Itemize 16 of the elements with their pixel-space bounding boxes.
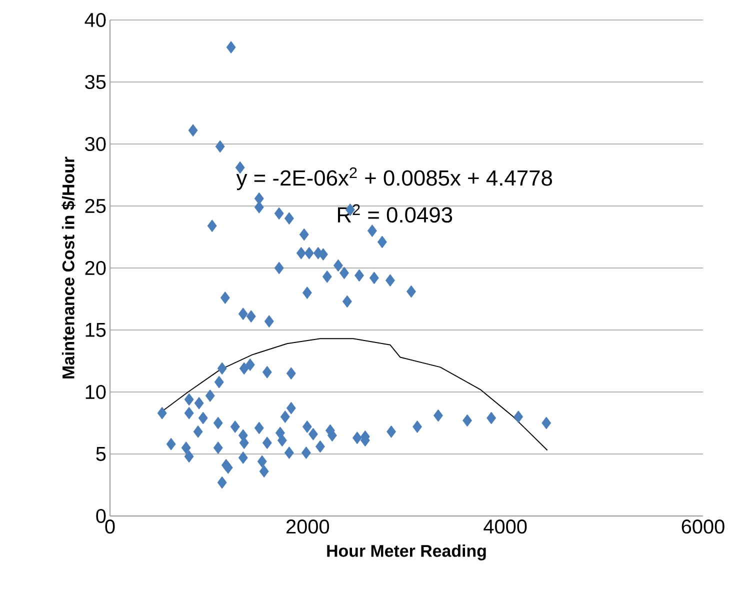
y-tick-label: 15: [86, 323, 106, 337]
x-axis-title: Hour Meter Reading: [327, 544, 486, 560]
x-tick-label: 4000: [484, 520, 527, 534]
x-tick-label: 0: [105, 520, 115, 534]
x-tick-label: 6000: [682, 520, 724, 534]
y-tick-label: 0: [96, 508, 106, 524]
y-tick-label: 35: [85, 74, 106, 90]
y-tick-label: 30: [85, 136, 106, 152]
y-axis-title: Maintenance Cost in $/Hour: [62, 156, 76, 378]
y-tick-label: 25: [85, 198, 106, 214]
y-tick-label: 40: [84, 12, 106, 28]
annotation: y = -2E-06x$^{2}$ + 0.0085x + 4.4778: [236, 167, 552, 190]
x-tick-label: 2000: [286, 520, 330, 534]
y-tick-label: 20: [85, 260, 106, 276]
y-tick-label: 5: [96, 447, 106, 461]
y-tick-label: 10: [86, 384, 106, 400]
